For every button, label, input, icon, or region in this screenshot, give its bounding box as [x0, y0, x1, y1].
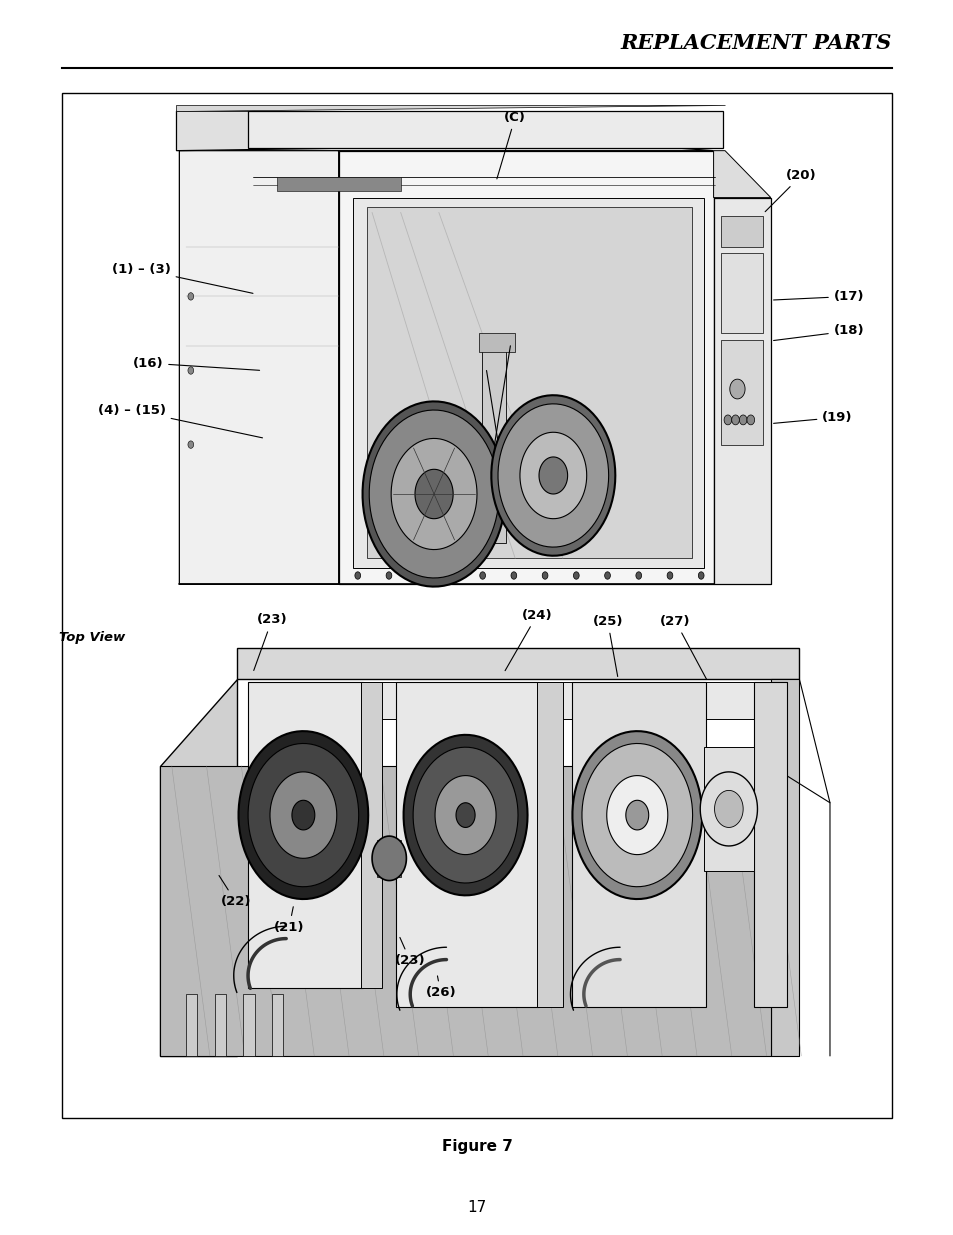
Polygon shape [753, 682, 786, 1007]
Polygon shape [537, 682, 562, 1007]
Text: (16): (16) [132, 357, 259, 370]
Polygon shape [481, 346, 505, 543]
Polygon shape [376, 840, 400, 877]
Polygon shape [248, 682, 362, 988]
Polygon shape [248, 743, 358, 887]
Polygon shape [703, 747, 753, 871]
Text: (23): (23) [395, 937, 425, 967]
Polygon shape [519, 432, 586, 519]
Polygon shape [367, 207, 691, 558]
Polygon shape [270, 772, 336, 858]
Polygon shape [746, 415, 754, 425]
Polygon shape [355, 572, 360, 579]
Polygon shape [160, 679, 236, 1056]
Text: 17: 17 [467, 1200, 486, 1215]
Polygon shape [729, 379, 744, 399]
Polygon shape [214, 994, 226, 1056]
Polygon shape [338, 151, 713, 584]
Polygon shape [581, 743, 692, 887]
Polygon shape [276, 177, 400, 191]
Polygon shape [186, 994, 197, 1056]
Polygon shape [179, 124, 338, 584]
Polygon shape [698, 572, 703, 579]
Polygon shape [292, 800, 314, 830]
Text: (C): (C) [497, 111, 525, 179]
Polygon shape [360, 682, 381, 988]
Text: (1) – (3): (1) – (3) [112, 263, 253, 294]
Polygon shape [770, 679, 799, 1056]
Polygon shape [720, 216, 762, 247]
Polygon shape [188, 293, 193, 300]
Polygon shape [372, 836, 406, 881]
Polygon shape [739, 415, 746, 425]
Polygon shape [353, 198, 703, 568]
Text: (19): (19) [773, 411, 852, 424]
Polygon shape [538, 457, 567, 494]
Polygon shape [723, 415, 731, 425]
Polygon shape [713, 198, 770, 584]
Polygon shape [720, 253, 762, 333]
Polygon shape [479, 572, 485, 579]
Polygon shape [362, 401, 505, 587]
Polygon shape [478, 333, 515, 352]
Text: REPLACEMENT PARTS: REPLACEMENT PARTS [620, 33, 891, 53]
Polygon shape [391, 438, 476, 550]
Polygon shape [541, 572, 547, 579]
Text: (20): (20) [764, 169, 816, 211]
Polygon shape [176, 105, 724, 111]
Text: Figure 7: Figure 7 [441, 1139, 512, 1153]
Polygon shape [448, 572, 454, 579]
Polygon shape [395, 682, 538, 1007]
Text: (21): (21) [274, 906, 304, 934]
Text: (27): (27) [659, 615, 706, 679]
Polygon shape [666, 572, 672, 579]
Polygon shape [188, 367, 193, 374]
Text: (24): (24) [504, 609, 552, 671]
Polygon shape [238, 731, 368, 899]
Polygon shape [248, 682, 786, 719]
Polygon shape [636, 572, 641, 579]
Polygon shape [416, 572, 422, 579]
Polygon shape [386, 572, 392, 579]
Polygon shape [415, 469, 453, 519]
Text: (25): (25) [592, 615, 622, 677]
Text: (4) – (15): (4) – (15) [97, 404, 262, 438]
Polygon shape [720, 340, 762, 445]
Polygon shape [497, 404, 608, 547]
Polygon shape [511, 572, 517, 579]
Polygon shape [456, 803, 475, 827]
Polygon shape [369, 410, 498, 578]
Polygon shape [714, 790, 742, 827]
Bar [62, 93, 891, 1118]
Polygon shape [700, 772, 757, 846]
Polygon shape [176, 111, 343, 151]
Polygon shape [160, 766, 770, 1056]
Polygon shape [272, 994, 283, 1056]
Text: (18): (18) [773, 325, 863, 341]
Text: (22): (22) [219, 876, 251, 908]
Text: (26): (26) [425, 976, 456, 999]
Polygon shape [248, 111, 722, 148]
Polygon shape [179, 124, 713, 151]
Polygon shape [713, 151, 770, 198]
Polygon shape [625, 800, 648, 830]
Polygon shape [606, 776, 667, 855]
Polygon shape [188, 441, 193, 448]
Polygon shape [403, 735, 527, 895]
Polygon shape [572, 731, 701, 899]
Polygon shape [413, 747, 517, 883]
Polygon shape [243, 994, 254, 1056]
Text: (17): (17) [773, 290, 863, 303]
Polygon shape [731, 415, 739, 425]
Polygon shape [604, 572, 610, 579]
Text: (23): (23) [253, 614, 287, 671]
Polygon shape [573, 572, 578, 579]
Polygon shape [236, 648, 799, 679]
Text: Top View: Top View [59, 631, 126, 643]
Polygon shape [435, 776, 496, 855]
Polygon shape [491, 395, 615, 556]
Polygon shape [572, 682, 705, 1007]
